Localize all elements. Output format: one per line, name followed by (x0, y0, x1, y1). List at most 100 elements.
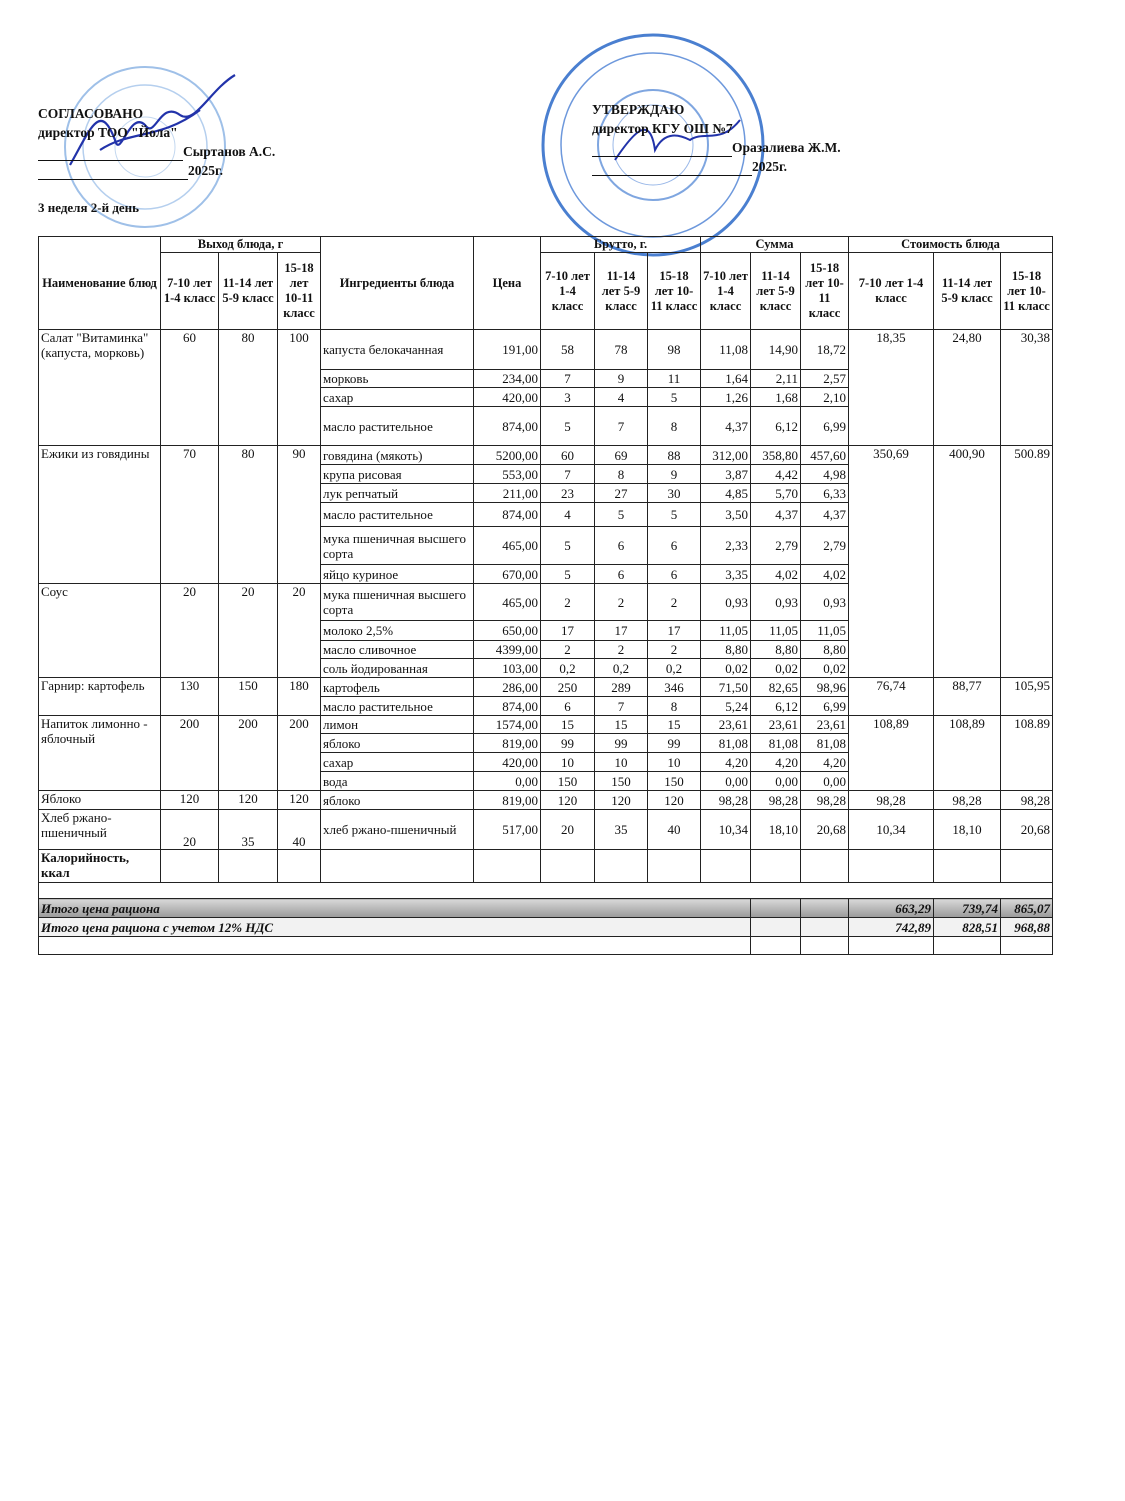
ingredient-name: яйцо куриное (320, 564, 474, 584)
ingredient-brutto: 0,2 (540, 658, 595, 678)
ingredient-brutto: 9 (594, 369, 648, 388)
table-row: Ежики из говядины 70 80 90 говядина (мякоть)… (38, 445, 1053, 678)
ingredient-brutto: 0,2 (647, 658, 701, 678)
ingredient-sum: 6,12 (750, 406, 801, 446)
ingredient-sum: 4,02 (750, 564, 801, 584)
ingredient-brutto: 9 (647, 464, 701, 484)
ingredient-sum: 4,20 (700, 752, 751, 772)
dish-output: 150 (218, 677, 278, 716)
ingredient-sum: 2,79 (800, 526, 849, 565)
dish-output: 120 (218, 790, 278, 810)
ingredient-brutto: 150 (540, 771, 595, 791)
spacer-cell (38, 882, 1053, 899)
header-cost-age-2: 15-18 лет 10-11 класс (1000, 252, 1053, 330)
table-row: Соус 20 20 20 мука пшеничная высшего сорта 46… (38, 583, 1053, 678)
ingredient-sum: 1,26 (700, 387, 751, 407)
ingredient-sum: 4,20 (750, 752, 801, 772)
table-row: яблоко 819,00 99 99 99 81,08 81,08 81,08 (39, 733, 1053, 753)
ingredient-sum: 81,08 (800, 733, 849, 753)
approval-left-title: СОГЛАСОВАНО (38, 106, 144, 121)
ingredient-sum: 4,85 (700, 483, 751, 503)
dish-output: 70 (160, 445, 219, 584)
ingredient-brutto: 289 (594, 677, 648, 697)
ingredient-sum: 98,96 (800, 677, 849, 697)
dish-cost: 400,90 (933, 445, 1001, 678)
dish-cost: 350,69 (848, 445, 934, 678)
ingredient-price: 517,00 (473, 809, 541, 850)
ingredient-price: 420,00 (473, 387, 541, 407)
ingredient-sum: 4,02 (800, 564, 849, 584)
ingredient-brutto: 7 (540, 464, 595, 484)
ingredient-sum: 4,37 (750, 502, 801, 527)
ingredient-name: мука пшеничная высшего сорта (320, 526, 474, 565)
ingredient-sum: 6,99 (800, 406, 849, 446)
ingredient-price: 874,00 (473, 696, 541, 716)
header-brutto-age-0: 7-10 лет 1-4 класс (540, 252, 595, 330)
ingredient-sum: 0,00 (700, 771, 751, 791)
table-row: лук репчатый 211,00 23 27 30 4,85 5,70 6,33 (39, 483, 1053, 503)
header-cost-age-1: 11-14 лет 5-9 класс (933, 252, 1001, 330)
ingredient-sum: 3,50 (700, 502, 751, 527)
ingredient-brutto: 17 (594, 620, 648, 641)
ingredient-sum: 457,60 (800, 445, 849, 465)
signature-left (69, 74, 236, 166)
ingredient-name: картофель (320, 677, 474, 697)
table-row: мука пшеничная высшего сорта 465,00 5 6 6 2,3… (39, 526, 1053, 565)
header-sum-age-1: 11-14 лет 5-9 класс (750, 252, 801, 330)
calories-cell (277, 849, 321, 883)
ingredient-brutto: 2 (647, 640, 701, 659)
ingredient-brutto: 99 (647, 733, 701, 753)
ingredient-sum: 5,24 (700, 696, 751, 716)
ingredient-sum: 8,80 (800, 640, 849, 659)
header-sum-age-0: 7-10 лет 1-4 класс (700, 252, 751, 330)
table-row: морковь 234,00 7 9 11 1,64 2,11 2,57 (39, 369, 1053, 388)
ingredient-name: сахар (320, 752, 474, 772)
total-vat-value: 968,88 (1000, 917, 1053, 937)
dish-cost: 108,89 (933, 715, 1001, 791)
ingredient-sum: 2,33 (700, 526, 751, 565)
ingredient-price: 819,00 (473, 733, 541, 753)
header-sum-age-2: 15-18 лет 10-11 класс (800, 252, 849, 330)
ingredient-sum: 3,87 (700, 464, 751, 484)
ingredient-brutto: 3 (540, 387, 595, 407)
ingredient-sum: 4,37 (700, 406, 751, 446)
ingredient-brutto: 5 (540, 564, 595, 584)
ingredient-name: яблоко (320, 733, 474, 753)
approval-right-title: УТВЕРЖДАЮ (592, 102, 685, 117)
ingredient-sum: 4,42 (750, 464, 801, 484)
dish-output: 200 (160, 715, 219, 791)
calories-cell (800, 849, 849, 883)
calories-label: Калорийность, ккал (38, 849, 161, 883)
ingredient-name: лук репчатый (320, 483, 474, 503)
ingredient-price: 211,00 (473, 483, 541, 503)
ingredient-price: 465,00 (473, 526, 541, 565)
ingredient-brutto: 20 (540, 809, 595, 850)
ingredient-sum: 11,05 (700, 620, 751, 641)
ingredient-brutto: 8 (647, 406, 701, 446)
ingredient-sum: 8,80 (700, 640, 751, 659)
ingredient-brutto: 2 (594, 640, 648, 659)
ingredient-name: мука пшеничная высшего сорта (320, 583, 474, 621)
calories-cell (540, 849, 595, 883)
ingredient-brutto: 98 (647, 329, 701, 370)
dish-output: 200 (218, 715, 278, 791)
ingredient-sum: 2,11 (750, 369, 801, 388)
dish-output: 100 (277, 329, 321, 446)
ingredient-sum: 2,79 (750, 526, 801, 565)
dish-name: Гарнир: картофель (38, 677, 161, 716)
dish-output: 20 (160, 809, 219, 850)
dish-cost: 10,34 (848, 809, 934, 850)
ingredient-brutto: 17 (540, 620, 595, 641)
header-brutto-age-2: 15-18 лет 10-11 класс (647, 252, 701, 330)
header-ingredients: Ингредиенты блюда (320, 236, 474, 330)
ingredient-brutto: 6 (594, 526, 648, 565)
ingredient-price: 1574,00 (473, 715, 541, 734)
ingredient-name: масло растительное (320, 406, 474, 446)
ingredient-sum: 1,64 (700, 369, 751, 388)
ingredient-sum: 0,02 (800, 658, 849, 678)
ingredient-sum: 98,28 (800, 790, 849, 810)
ingredient-brutto: 11 (647, 369, 701, 388)
dish-cost: 88,77 (933, 677, 1001, 716)
ingredient-brutto: 15 (647, 715, 701, 734)
ingredient-name: лимон (320, 715, 474, 734)
